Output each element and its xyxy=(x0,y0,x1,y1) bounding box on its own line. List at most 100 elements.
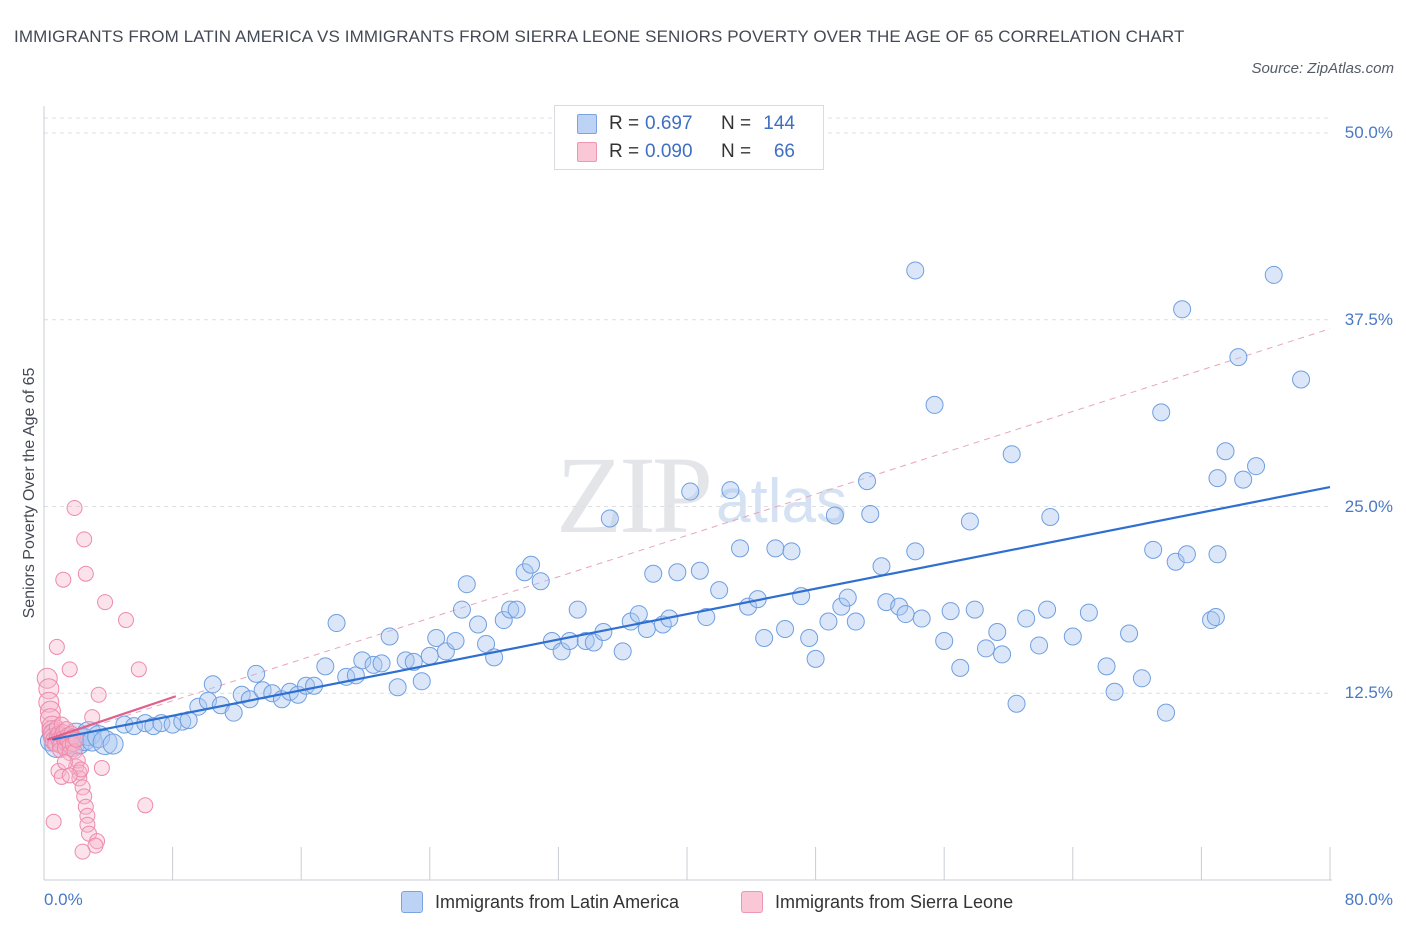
axes xyxy=(43,106,1332,881)
point-latin-america xyxy=(766,539,785,558)
point-latin-america xyxy=(452,600,471,619)
point-latin-america xyxy=(896,605,915,624)
point-latin-america xyxy=(1208,469,1227,488)
point-sierra-leone xyxy=(87,837,104,854)
point-latin-america xyxy=(316,657,335,676)
point-latin-america xyxy=(697,608,716,627)
point-sierra-leone xyxy=(45,813,62,830)
point-latin-america xyxy=(890,597,909,616)
point-latin-america xyxy=(404,652,423,671)
y-tick-label: 12.5% xyxy=(1344,683,1393,703)
point-latin-america xyxy=(965,600,984,619)
point-latin-america xyxy=(1132,669,1151,688)
point-latin-america xyxy=(1173,300,1192,319)
point-sierra-leone xyxy=(93,759,110,776)
point-latin-america xyxy=(1292,370,1311,389)
point-latin-america xyxy=(420,646,439,665)
point-latin-america xyxy=(976,639,995,658)
legend-n-label: N = xyxy=(721,113,752,134)
point-sierra-leone xyxy=(97,594,114,611)
point-latin-america xyxy=(690,561,709,580)
y-tick-label: 37.5% xyxy=(1344,309,1393,329)
bottom-legend-sierra-leone: Immigrants from Sierra Leone xyxy=(741,889,1013,915)
point-latin-america xyxy=(1030,636,1049,655)
point-sierra-leone xyxy=(66,499,83,516)
point-latin-america xyxy=(1157,703,1176,722)
point-latin-america xyxy=(960,512,979,531)
point-latin-america xyxy=(846,612,865,631)
y-axis-title: Seniors Poverty Over the Age of 65 xyxy=(21,367,38,619)
point-latin-america xyxy=(644,564,663,583)
point-latin-america xyxy=(1007,694,1026,713)
point-sierra-leone xyxy=(56,753,73,770)
point-latin-america xyxy=(1063,627,1082,646)
point-latin-america xyxy=(1247,457,1266,476)
point-sierra-leone xyxy=(77,565,94,582)
point-sierra-leone xyxy=(130,661,147,678)
point-sierra-leone xyxy=(36,667,58,689)
legend-n-value: 66 xyxy=(773,141,795,162)
x-tick-label-max: 80.0% xyxy=(1344,890,1393,909)
chart-title: IMMIGRANTS FROM LATIN AMERICA VS IMMIGRA… xyxy=(14,27,1185,46)
point-latin-america xyxy=(800,628,819,647)
point-latin-america xyxy=(906,542,925,561)
point-latin-america xyxy=(613,642,632,661)
point-latin-america xyxy=(494,611,513,630)
point-latin-america xyxy=(721,481,740,500)
point-sierra-leone xyxy=(74,843,91,860)
point-latin-america xyxy=(457,575,476,594)
point-latin-america xyxy=(327,614,346,633)
point-latin-america xyxy=(1202,611,1221,630)
legend-swatch-pink xyxy=(577,142,597,162)
point-latin-america xyxy=(1234,470,1253,489)
legend-r-value: 0.090 xyxy=(645,141,693,162)
bottom-legend-label: Immigrants from Sierra Leone xyxy=(775,891,1014,912)
point-latin-america xyxy=(531,572,550,591)
point-latin-america xyxy=(951,658,970,677)
point-latin-america xyxy=(858,472,877,491)
point-sierra-leone xyxy=(53,768,70,785)
trend-line-latin-america xyxy=(51,485,1331,741)
point-latin-america xyxy=(203,675,222,694)
point-latin-america xyxy=(861,504,880,523)
point-sierra-leone xyxy=(137,797,154,814)
point-latin-america xyxy=(1097,657,1116,676)
point-sierra-leone xyxy=(79,807,96,824)
point-latin-america xyxy=(92,730,118,756)
bottom-legend-label: Immigrants from Latin America xyxy=(435,891,680,912)
point-latin-america xyxy=(819,612,838,631)
trend-line-sierra-leone xyxy=(46,695,177,741)
point-latin-america xyxy=(1264,265,1283,284)
point-latin-america xyxy=(388,678,407,697)
point-latin-america xyxy=(629,605,648,624)
scatter-points xyxy=(36,261,1331,860)
point-latin-america xyxy=(681,482,700,501)
point-latin-america xyxy=(1120,624,1139,643)
point-sierra-leone xyxy=(69,752,86,769)
legend-n-label: N = xyxy=(721,141,752,162)
point-latin-america xyxy=(941,602,960,621)
x-tick-label-min: 0.0% xyxy=(44,890,83,909)
legend-row-latin-america: R = 0.697 N = 144 xyxy=(577,111,795,137)
point-latin-america xyxy=(1041,507,1060,526)
point-latin-america xyxy=(1038,600,1057,619)
point-latin-america xyxy=(380,627,399,646)
point-latin-america xyxy=(1105,682,1124,701)
point-latin-america xyxy=(1208,545,1227,564)
point-latin-america xyxy=(1017,609,1036,628)
point-latin-america xyxy=(1206,608,1225,627)
point-sierra-leone xyxy=(117,612,134,629)
point-latin-america xyxy=(1166,552,1185,571)
point-latin-america xyxy=(446,631,465,650)
point-sierra-leone xyxy=(90,686,107,703)
point-latin-america xyxy=(469,615,488,634)
legend-row-sierra-leone: R = 0.090 N = 66 xyxy=(577,139,795,165)
stats-legend: R = 0.697 N = 144 R = 0.090 N = 66 xyxy=(554,105,824,170)
point-latin-america xyxy=(224,703,243,722)
point-latin-america xyxy=(501,600,520,619)
legend-r-label: R = xyxy=(609,141,640,162)
point-latin-america xyxy=(427,628,446,647)
point-latin-america xyxy=(1002,445,1021,464)
point-latin-america xyxy=(925,395,944,414)
